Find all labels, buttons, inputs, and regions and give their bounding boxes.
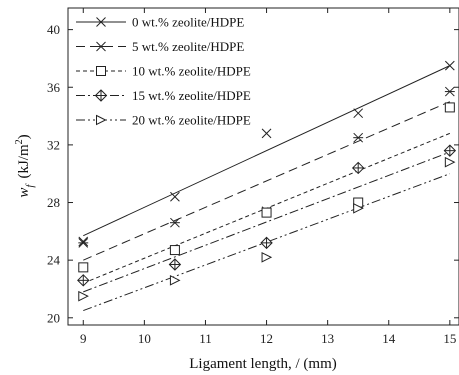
data-point-series-3 [260,236,273,250]
legend-label: 20 wt.% zeolite/HDPE [132,113,251,128]
fit-line-series-3 [83,151,451,293]
y-axis: 20 24 28 32 36 40 [47,22,459,325]
y-axis-label: wf(kJ/m2) [14,134,36,197]
legend: 0 wt.% zeolite/HDPE 5 wt.% zeolite/HDPE 10… [76,15,251,128]
x-tick-label: 15 [443,331,456,346]
x-axis: 9 10 11 12 13 14 15 [80,8,456,346]
legend-marker [96,17,106,27]
data-point-series-0 [78,236,89,247]
x-tick-label: 14 [382,331,396,346]
y-tick-label: 20 [47,310,60,325]
y-tick-label: 36 [47,80,61,95]
y-tick-label: 24 [47,253,61,268]
data-point-series-3 [168,258,182,271]
data-point-series-4 [169,275,181,286]
legend-marker [94,89,108,102]
data-point-series-1 [78,238,89,248]
legend-label: 10 wt.% zeolite/HDPE [132,64,251,79]
fit-line-series-4 [83,173,451,312]
y-tick-label: 28 [47,195,60,210]
data-point-series-2 [444,102,455,113]
data-point-series-0 [170,191,180,202]
x-tick-label: 12 [260,331,273,346]
data-point-series-0 [353,108,364,119]
data-point-series-4 [78,290,89,302]
data-point-series-3 [77,274,90,287]
x-tick-label: 13 [321,331,334,346]
data-point-series-0 [444,60,455,71]
data-point-series-4 [261,251,273,263]
legend-label: 5 wt.% zeolite/HDPE [132,39,244,54]
legend-marker [96,41,106,52]
x-tick-label: 11 [199,331,212,346]
data-point-series-4 [444,156,456,168]
data-point-series-1 [444,86,455,97]
fit-line-series-1 [83,101,451,261]
y-tick-label: 40 [47,22,60,37]
data-markers [77,60,457,302]
data-point-series-2 [169,245,180,256]
data-point-series-2 [78,262,89,273]
data-point-series-3 [351,161,365,175]
legend-marker [96,114,107,126]
x-axis-label: Ligament length, / (mm) [189,356,336,372]
data-point-series-0 [261,128,272,139]
data-point-series-3 [443,144,457,157]
plot-frame [67,7,459,326]
x-tick-label: 10 [138,331,151,346]
legend-label: 0 wt.% zeolite/HDPE [132,15,244,30]
fit-line-series-0 [83,65,451,237]
legend-label: 15 wt.% zeolite/HDPE [132,88,251,103]
legend-marker [96,66,106,76]
data-point-series-2 [261,207,272,218]
y-tick-label: 32 [47,137,60,152]
x-tick-label: 9 [80,331,87,346]
data-point-series-1 [169,217,180,228]
data-point-series-4 [353,202,364,214]
data-point-series-1 [353,132,364,143]
